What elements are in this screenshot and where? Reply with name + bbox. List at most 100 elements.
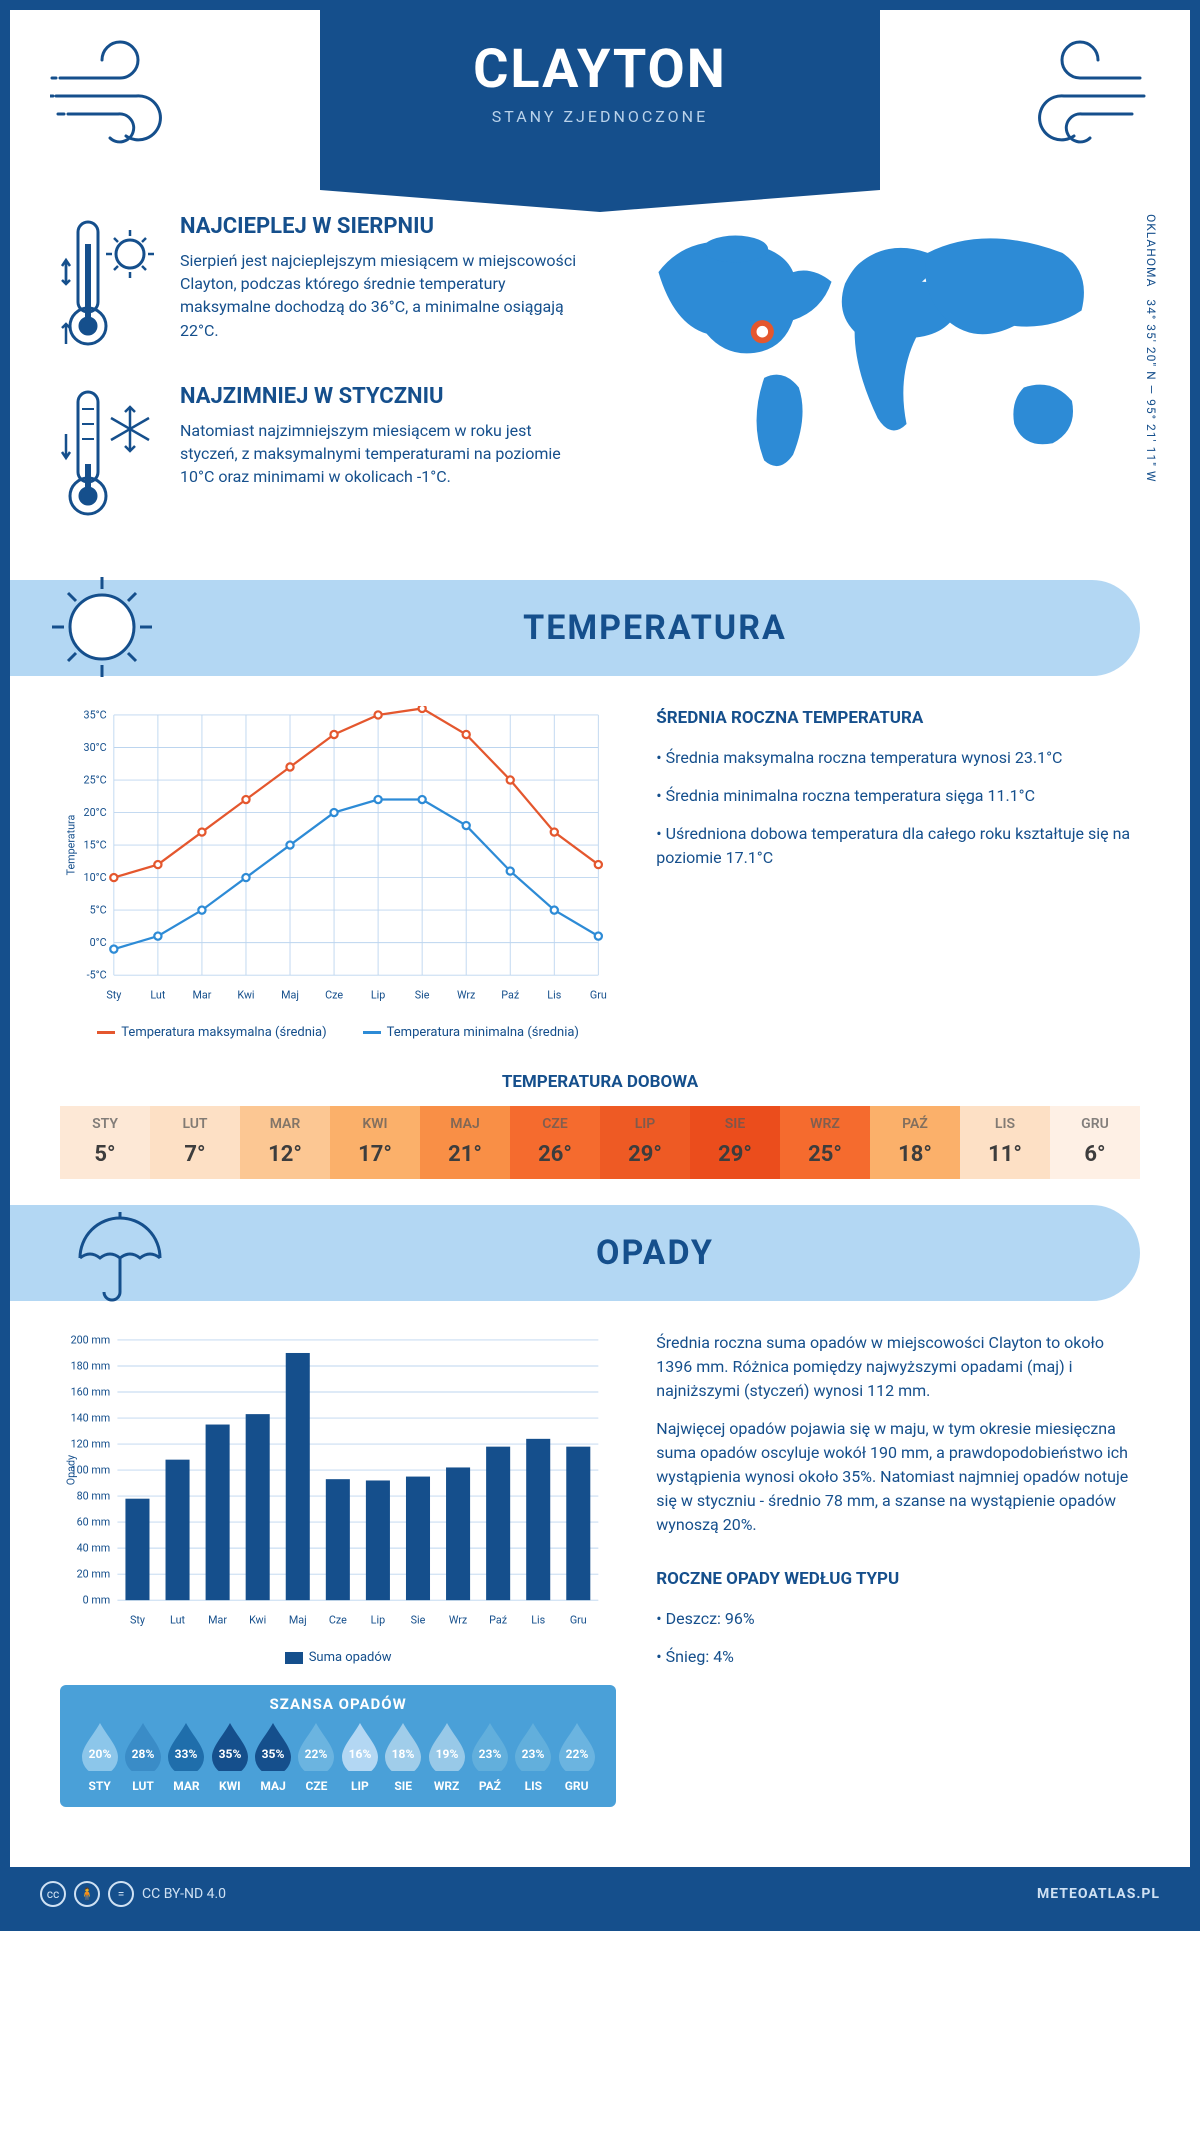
svg-text:Gru: Gru: [570, 1614, 587, 1627]
coordinates-label: OKLAHOMA 34° 35' 20" N — 95° 21' 11" W: [1144, 214, 1158, 483]
svg-text:23%: 23%: [522, 1747, 545, 1761]
umbrella-icon: [60, 1198, 170, 1308]
precip-chance-drop: 16% LIP: [338, 1721, 381, 1793]
drops-title: SZANSA OPADÓW: [78, 1695, 598, 1713]
svg-text:25°C: 25°C: [84, 774, 107, 787]
world-map: OKLAHOMA 34° 35' 20" N — 95° 21' 11" W: [620, 214, 1140, 554]
svg-text:18%: 18%: [392, 1747, 415, 1761]
svg-text:Wrz: Wrz: [457, 988, 475, 1001]
daily-temp-cell: SIE 29°: [690, 1106, 780, 1179]
country-subtitle: STANY ZJEDNOCZONE: [320, 107, 880, 126]
svg-text:Mar: Mar: [192, 988, 211, 1001]
svg-text:60 mm: 60 mm: [77, 1516, 111, 1529]
precip-rain: • Deszcz: 96%: [656, 1607, 1140, 1631]
precip-type-title: ROCZNE OPADY WEDŁUG TYPU: [656, 1567, 1140, 1593]
svg-text:Kwi: Kwi: [249, 1614, 266, 1627]
intro-section: NAJCIEPLEJ W SIERPNIU Sierpień jest najc…: [60, 214, 1140, 554]
header: CLAYTON STANY ZJEDNOCZONE: [10, 10, 1190, 190]
temperature-title: TEMPERATURA: [170, 608, 1140, 648]
svg-text:Lip: Lip: [371, 988, 385, 1001]
hottest-block: NAJCIEPLEJ W SIERPNIU Sierpień jest najc…: [60, 214, 586, 354]
svg-text:Cze: Cze: [329, 1614, 347, 1627]
svg-text:140 mm: 140 mm: [71, 1412, 111, 1425]
svg-text:Cze: Cze: [325, 988, 343, 1001]
temperature-section-header: TEMPERATURA: [10, 580, 1140, 676]
svg-text:Lut: Lut: [150, 988, 165, 1001]
precip-chance-drop: 18% SIE: [382, 1721, 425, 1793]
thermometer-hot-icon: [60, 214, 160, 354]
daily-temp-cell: STY 5°: [60, 1106, 150, 1179]
svg-text:Sty: Sty: [106, 988, 121, 1001]
precip-chance-drop: 19% WRZ: [425, 1721, 468, 1793]
svg-text:28%: 28%: [132, 1747, 155, 1761]
svg-text:Kwi: Kwi: [237, 988, 254, 1001]
svg-text:Paź: Paź: [501, 988, 519, 1001]
precipitation-legend: Suma opadów: [60, 1650, 616, 1665]
map-marker-icon: [754, 323, 771, 340]
svg-text:20%: 20%: [88, 1747, 111, 1761]
daily-temp-strip: STY 5° LUT 7° MAR 12° KWI 17° MAJ 21° CZ…: [60, 1106, 1140, 1179]
svg-text:19%: 19%: [435, 1747, 458, 1761]
hottest-title: NAJCIEPLEJ W SIERPNIU: [180, 214, 586, 239]
footer: cc 🧍 = CC BY-ND 4.0 METEOATLAS.PL: [10, 1867, 1190, 1921]
svg-text:Mar: Mar: [208, 1614, 227, 1627]
precipitation-stats: Średnia roczna suma opadów w miejscowośc…: [656, 1331, 1140, 1807]
precip-para1: Średnia roczna suma opadów w miejscowośc…: [656, 1331, 1140, 1403]
svg-text:30°C: 30°C: [84, 741, 107, 754]
precip-snow: • Śnieg: 4%: [656, 1645, 1140, 1669]
svg-text:35%: 35%: [218, 1747, 241, 1761]
temperature-stats: ŚREDNIA ROCZNA TEMPERATURA • Średnia mak…: [656, 706, 1140, 1040]
wind-icon: [50, 38, 200, 148]
svg-text:0°C: 0°C: [90, 936, 107, 949]
daily-temp-cell: CZE 26°: [510, 1106, 600, 1179]
svg-text:20 mm: 20 mm: [77, 1568, 111, 1581]
temp-stat-line: • Średnia maksymalna roczna temperatura …: [656, 746, 1140, 770]
wind-icon: [1000, 38, 1150, 148]
svg-text:Lis: Lis: [547, 988, 561, 1001]
svg-text:40 mm: 40 mm: [77, 1542, 111, 1555]
title-ribbon: CLAYTON STANY ZJEDNOCZONE: [320, 10, 880, 190]
svg-text:23%: 23%: [479, 1747, 502, 1761]
license-badge: cc 🧍 = CC BY-ND 4.0: [40, 1881, 226, 1907]
svg-text:Wrz: Wrz: [449, 1614, 467, 1627]
svg-text:180 mm: 180 mm: [71, 1360, 111, 1373]
svg-text:Lut: Lut: [170, 1614, 185, 1627]
daily-temp-cell: LIS 11°: [960, 1106, 1050, 1179]
coldest-title: NAJZIMNIEJ W STYCZNIU: [180, 384, 586, 409]
svg-text:Lip: Lip: [371, 1614, 385, 1627]
hottest-text: Sierpień jest najcieplejszym miesiącem w…: [180, 249, 586, 342]
temp-stats-title: ŚREDNIA ROCZNA TEMPERATURA: [656, 706, 1140, 732]
precip-chance-drop: 28% LUT: [121, 1721, 164, 1793]
precip-chance-drop: 22% GRU: [555, 1721, 598, 1793]
svg-text:33%: 33%: [175, 1747, 198, 1761]
daily-temp-cell: MAJ 21°: [420, 1106, 510, 1179]
svg-text:80 mm: 80 mm: [77, 1490, 111, 1503]
temp-stat-line: • Średnia minimalna roczna temperatura s…: [656, 784, 1140, 808]
svg-text:16%: 16%: [349, 1747, 372, 1761]
cc-icon: cc: [40, 1881, 66, 1907]
svg-text:20°C: 20°C: [84, 806, 107, 819]
daily-temp-title: TEMPERATURA DOBOWA: [60, 1072, 1140, 1092]
daily-temp-cell: KWI 17°: [330, 1106, 420, 1179]
svg-text:Opady: Opady: [64, 1455, 77, 1485]
svg-text:Maj: Maj: [281, 988, 299, 1001]
daily-temp-cell: WRZ 25°: [780, 1106, 870, 1179]
svg-text:Maj: Maj: [289, 1614, 307, 1627]
temp-stat-line: • Uśredniona dobowa temperatura dla całe…: [656, 822, 1140, 870]
precip-chance-drop: 35% KWI: [208, 1721, 251, 1793]
svg-text:-5°C: -5°C: [87, 969, 107, 982]
precip-chance-drop: 33% MAR: [165, 1721, 208, 1793]
svg-text:10°C: 10°C: [84, 871, 107, 884]
svg-text:35%: 35%: [262, 1747, 285, 1761]
nd-icon: =: [108, 1881, 134, 1907]
svg-text:Sie: Sie: [411, 1614, 426, 1627]
svg-text:120 mm: 120 mm: [71, 1438, 111, 1451]
temperature-legend: Temperatura maksymalna (średnia) Tempera…: [60, 1025, 616, 1040]
svg-text:35°C: 35°C: [84, 709, 107, 722]
precipitation-bar-chart: 0 mm20 mm40 mm60 mm80 mm100 mm120 mm140 …: [60, 1331, 616, 1636]
svg-text:22%: 22%: [565, 1747, 588, 1761]
precipitation-chance-panel: SZANSA OPADÓW 20% STY 28% LUT 33% MAR: [60, 1685, 616, 1807]
svg-text:Temperatura: Temperatura: [64, 815, 77, 876]
svg-text:Lis: Lis: [531, 1614, 545, 1627]
svg-text:5°C: 5°C: [90, 904, 107, 917]
